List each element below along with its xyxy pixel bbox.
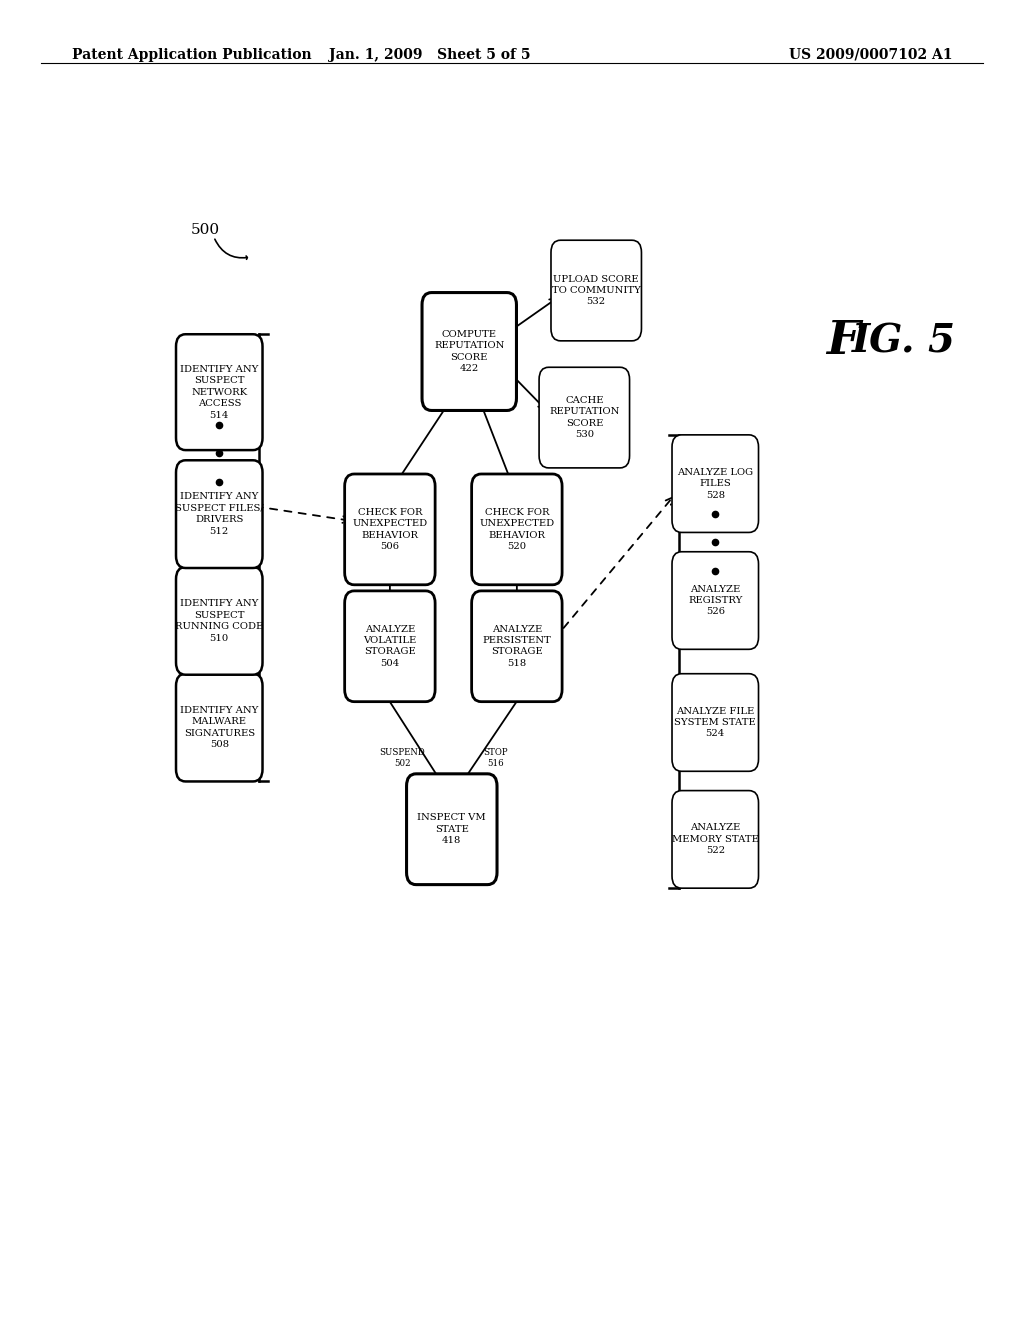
Text: UPLOAD SCORE
TO COMMUNITY
532: UPLOAD SCORE TO COMMUNITY 532	[552, 275, 641, 306]
Text: IDENTIFY ANY
SUSPECT
NETWORK
ACCESS
514: IDENTIFY ANY SUSPECT NETWORK ACCESS 514	[180, 364, 258, 420]
Text: CHECK FOR
UNEXPECTED
BEHAVIOR
520: CHECK FOR UNEXPECTED BEHAVIOR 520	[479, 508, 554, 550]
FancyBboxPatch shape	[176, 461, 262, 568]
Text: ANALYZE
VOLATILE
STORAGE
504: ANALYZE VOLATILE STORAGE 504	[364, 624, 417, 668]
Text: ANALYZE
PERSISTENT
STORAGE
518: ANALYZE PERSISTENT STORAGE 518	[482, 624, 551, 668]
FancyBboxPatch shape	[345, 591, 435, 702]
Text: ANALYZE LOG
FILES
528: ANALYZE LOG FILES 528	[677, 467, 754, 499]
FancyBboxPatch shape	[176, 568, 262, 675]
Text: US 2009/0007102 A1: US 2009/0007102 A1	[788, 48, 952, 62]
Text: SUSPEND
502: SUSPEND 502	[380, 748, 425, 768]
Text: ANALYZE FILE
SYSTEM STATE
524: ANALYZE FILE SYSTEM STATE 524	[675, 706, 756, 738]
Text: ANALYZE
MEMORY STATE
522: ANALYZE MEMORY STATE 522	[672, 824, 759, 855]
Text: Patent Application Publication: Patent Application Publication	[72, 48, 311, 62]
FancyBboxPatch shape	[551, 240, 641, 341]
Text: IDENTIFY ANY
MALWARE
SIGNATURES
508: IDENTIFY ANY MALWARE SIGNATURES 508	[180, 706, 258, 750]
Text: COMPUTE
REPUTATION
SCORE
422: COMPUTE REPUTATION SCORE 422	[434, 330, 505, 374]
FancyBboxPatch shape	[672, 673, 759, 771]
FancyBboxPatch shape	[345, 474, 435, 585]
Text: IDENTIFY ANY
SUSPECT FILES/
DRIVERS
512: IDENTIFY ANY SUSPECT FILES/ DRIVERS 512	[175, 492, 263, 536]
Text: STOP
516: STOP 516	[483, 748, 508, 768]
FancyBboxPatch shape	[539, 367, 630, 467]
FancyBboxPatch shape	[672, 791, 759, 888]
Text: 500: 500	[191, 223, 220, 236]
Text: Jan. 1, 2009   Sheet 5 of 5: Jan. 1, 2009 Sheet 5 of 5	[330, 48, 530, 62]
FancyBboxPatch shape	[472, 474, 562, 585]
FancyBboxPatch shape	[472, 591, 562, 702]
FancyBboxPatch shape	[176, 673, 262, 781]
FancyBboxPatch shape	[422, 293, 516, 411]
Text: INSPECT VM
STATE
418: INSPECT VM STATE 418	[418, 813, 486, 845]
Text: IDENTIFY ANY
SUSPECT
RUNNING CODE
510: IDENTIFY ANY SUSPECT RUNNING CODE 510	[175, 599, 263, 643]
Text: CHECK FOR
UNEXPECTED
BEHAVIOR
506: CHECK FOR UNEXPECTED BEHAVIOR 506	[352, 508, 427, 550]
Text: ANALYZE
REGISTRY
526: ANALYZE REGISTRY 526	[688, 585, 742, 616]
FancyBboxPatch shape	[176, 334, 262, 450]
Text: CACHE
REPUTATION
SCORE
530: CACHE REPUTATION SCORE 530	[549, 396, 620, 440]
FancyBboxPatch shape	[407, 774, 497, 884]
FancyBboxPatch shape	[672, 552, 759, 649]
FancyBboxPatch shape	[672, 434, 759, 532]
Text: F: F	[826, 318, 860, 364]
Text: IG. 5: IG. 5	[852, 322, 955, 360]
